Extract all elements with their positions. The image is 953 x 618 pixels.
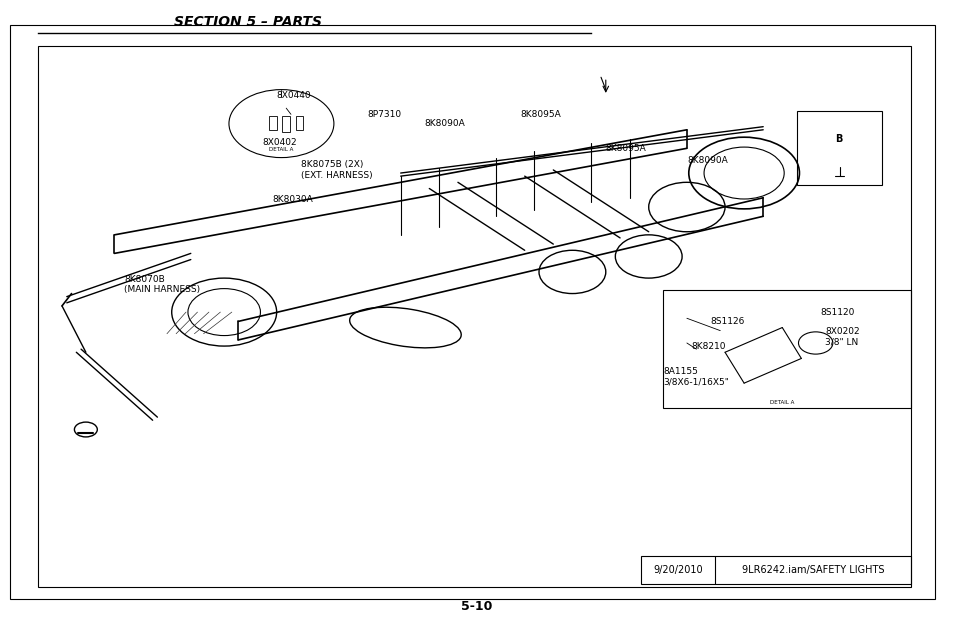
Text: 8K8070B
(MAIN HARNESS): 8K8070B (MAIN HARNESS) xyxy=(124,274,200,294)
Text: 8A1155
3/8X6-1/16X5": 8A1155 3/8X6-1/16X5" xyxy=(662,367,728,387)
Text: 8S1126: 8S1126 xyxy=(710,317,744,326)
Text: DETAIL A: DETAIL A xyxy=(269,147,294,152)
Bar xyxy=(295,116,303,130)
Text: 8X0402: 8X0402 xyxy=(262,138,296,146)
Bar xyxy=(38,46,910,587)
Text: 8P7310: 8P7310 xyxy=(367,110,401,119)
Text: 8K8090A: 8K8090A xyxy=(686,156,727,165)
Text: 8K8095A: 8K8095A xyxy=(519,110,560,119)
Text: 8K8090A: 8K8090A xyxy=(424,119,465,128)
Text: 8K8095A: 8K8095A xyxy=(605,144,646,153)
Bar xyxy=(662,290,910,408)
Text: DETAIL A: DETAIL A xyxy=(769,400,794,405)
Text: 8K8075B (2X)
(EXT. HARNESS): 8K8075B (2X) (EXT. HARNESS) xyxy=(300,160,372,180)
Bar xyxy=(269,116,276,130)
Bar xyxy=(796,111,882,185)
Text: SECTION 5 – PARTS: SECTION 5 – PARTS xyxy=(173,15,322,28)
Bar xyxy=(640,556,910,584)
Text: 8K8030A: 8K8030A xyxy=(272,195,313,204)
Text: 8X0440: 8X0440 xyxy=(276,91,311,100)
Text: 9/20/2010: 9/20/2010 xyxy=(653,565,702,575)
Text: B: B xyxy=(834,134,841,144)
Text: 8K8210: 8K8210 xyxy=(691,342,725,350)
Text: 5-10: 5-10 xyxy=(461,600,492,614)
Text: 8S1120: 8S1120 xyxy=(820,308,854,316)
Text: 8X0202
3/8" LN: 8X0202 3/8" LN xyxy=(824,327,859,347)
Text: 9LR6242.iam/SAFETY LIGHTS: 9LR6242.iam/SAFETY LIGHTS xyxy=(741,565,883,575)
Bar xyxy=(282,116,290,132)
